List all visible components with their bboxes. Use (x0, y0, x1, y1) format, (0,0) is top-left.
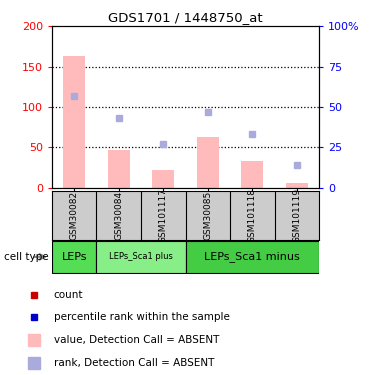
FancyBboxPatch shape (186, 241, 319, 273)
Text: cell type: cell type (4, 252, 48, 262)
Bar (108, 150, 130, 188)
Text: GSM30084: GSM30084 (114, 191, 123, 240)
Text: LEPs: LEPs (62, 252, 87, 262)
Text: GSM101119: GSM101119 (292, 188, 301, 243)
Text: percentile rank within the sample: percentile rank within the sample (54, 312, 230, 321)
Bar (152, 170, 174, 188)
Bar (63, 56, 85, 188)
Text: LEPs_Sca1 plus: LEPs_Sca1 plus (109, 252, 173, 261)
FancyBboxPatch shape (96, 241, 186, 273)
Text: count: count (54, 290, 83, 300)
Bar (241, 161, 263, 188)
Bar (286, 183, 308, 188)
Text: GSM101117: GSM101117 (159, 188, 168, 243)
Text: LEPs_Sca1 minus: LEPs_Sca1 minus (204, 251, 300, 262)
Text: GSM101118: GSM101118 (248, 188, 257, 243)
Title: GDS1701 / 1448750_at: GDS1701 / 1448750_at (108, 11, 263, 24)
FancyBboxPatch shape (52, 241, 96, 273)
Bar (197, 137, 219, 188)
Text: GSM30082: GSM30082 (70, 191, 79, 240)
Text: rank, Detection Call = ABSENT: rank, Detection Call = ABSENT (54, 358, 214, 368)
Text: value, Detection Call = ABSENT: value, Detection Call = ABSENT (54, 335, 219, 345)
Text: GSM30085: GSM30085 (203, 191, 212, 240)
